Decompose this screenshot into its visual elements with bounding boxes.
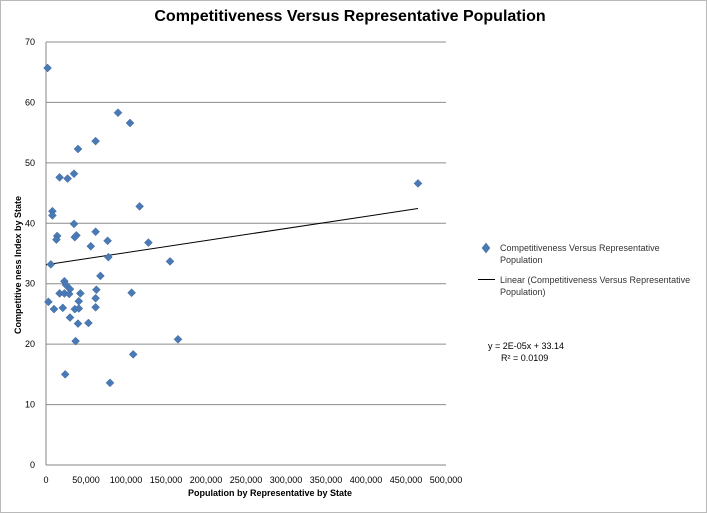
trendline-r-squared: R² = 0.0109 [501,353,549,363]
legend-entry-series: Competitiveness Versus Representative Po… [478,242,703,266]
y-tick-label-60: 60 [25,97,35,107]
data-point-5 [69,169,79,179]
y-axis-label: Competitive ness Index by State [13,195,23,335]
y-tick-label-20: 20 [25,339,35,349]
x-tick-label-400000: 400,000 [350,475,383,485]
data-point-20 [86,241,96,251]
data-point-6 [55,173,64,182]
y-tick-label-0: 0 [30,460,35,470]
data-point-46 [71,336,80,346]
data-point-44 [73,319,83,328]
x-tick-label-0: 0 [43,475,48,485]
data-point-8 [413,179,423,188]
legend-series-label: Competitiveness Versus Representative Po… [500,243,660,265]
y-tick-label-50: 50 [25,158,35,168]
y-tick-label-30: 30 [25,279,35,289]
data-point-45 [173,334,183,344]
data-point-18 [103,236,112,246]
data-point-17 [70,232,80,242]
data-point-33 [64,289,74,299]
data-point-1 [113,108,123,118]
legend-entry-trendline: Linear (Competitiveness Versus Represent… [478,274,703,298]
x-tick-label-150000: 150,000 [150,475,183,485]
data-point-29 [76,289,85,298]
data-point-34 [91,293,100,303]
data-point-22 [165,257,175,266]
x-tick-label-300000: 300,000 [270,475,303,485]
data-point-39 [49,304,59,314]
x-tick-label-450000: 450,000 [390,475,423,485]
legend-diamond-marker [481,243,491,253]
trendline [45,208,419,266]
legend-trendline-label: Linear (Competitiveness Versus Represent… [500,275,691,297]
x-tick-label-50000: 50,000 [72,475,100,485]
y-tick-label-70: 70 [25,37,35,47]
x-tick-label-200000: 200,000 [190,475,223,485]
data-point-3 [91,136,100,146]
legend: Competitiveness Versus Representative Po… [478,242,703,298]
data-point-49 [105,378,115,388]
data-point-43 [84,318,93,328]
x-tick-label-250000: 250,000 [230,475,263,485]
data-point-35 [74,296,84,306]
data-point-41 [74,304,84,313]
data-point-21 [104,252,113,262]
data-point-30 [127,288,136,298]
data-point-19 [144,238,153,247]
data-point-7 [63,174,72,183]
data-point-28 [92,285,101,295]
chart-title: Competitiveness Versus Representative Po… [154,8,546,25]
trendline-equation: y = 2E-05x + 33.14 [488,341,565,351]
x-tick-label-100000: 100,000 [110,475,143,485]
legend-trend-line-swatch [478,279,495,280]
x-axis-label: Population by Representative by State [187,488,353,498]
data-point-23 [46,260,56,269]
x-tick-label-350000: 350,000 [310,475,343,485]
data-point-24 [96,271,105,281]
data-point-37 [58,303,68,313]
data-point-4 [73,144,83,154]
trendline-equation-box: y = 2E-05x + 33.14 R² = 0.0109 [488,340,564,364]
y-tick-label-10: 10 [25,400,35,410]
data-point-38 [91,302,100,312]
data-point-15 [52,235,61,244]
data-point-12 [69,219,79,229]
x-tick-label-500000: 500,000 [430,475,463,485]
data-point-42 [65,313,75,322]
data-point-13 [91,227,100,237]
data-point-2 [125,118,135,128]
data-point-48 [60,370,70,379]
data-point-9 [135,202,144,211]
data-point-47 [128,350,138,359]
y-tick-label-40: 40 [25,218,35,228]
data-point-11 [48,211,57,220]
data-point-0 [43,63,52,73]
data-point-36 [44,297,53,307]
